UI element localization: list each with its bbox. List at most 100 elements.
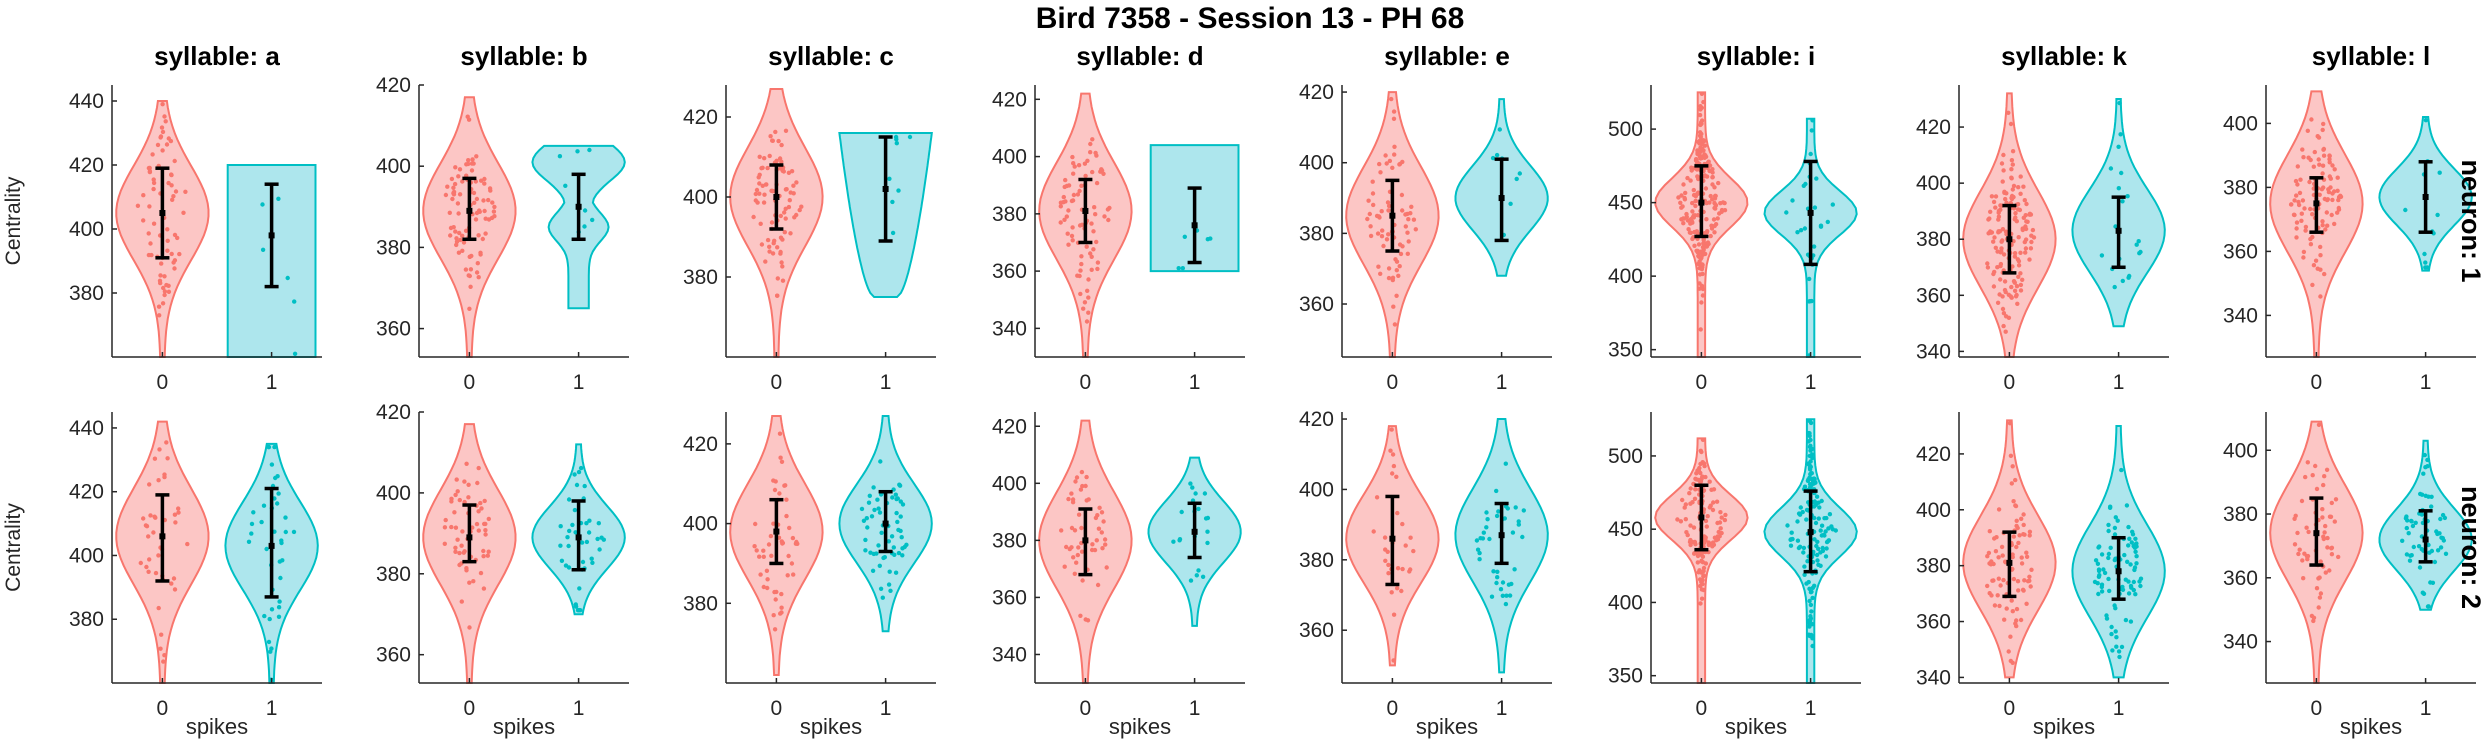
data-point — [2323, 523, 2328, 529]
data-point — [1370, 191, 1376, 196]
data-point — [1708, 233, 1713, 239]
data-point — [579, 540, 585, 545]
y-tick-label: 380 — [992, 529, 1027, 552]
data-point — [455, 201, 461, 206]
data-point — [1096, 526, 1102, 531]
x-tick-label: 1 — [573, 697, 585, 720]
data-point — [176, 506, 181, 511]
data-point — [486, 217, 492, 222]
data-point — [2001, 577, 2006, 583]
data-point — [2329, 500, 2334, 506]
data-point — [755, 200, 760, 205]
data-point — [1102, 537, 1108, 542]
data-point — [464, 461, 469, 466]
data-point — [1996, 555, 2001, 560]
data-point — [1081, 306, 1086, 311]
data-point — [2106, 551, 2112, 557]
data-point — [460, 248, 465, 253]
y-tick-label: 360 — [992, 586, 1027, 609]
data-point — [2012, 254, 2018, 259]
data-point — [1203, 516, 1209, 521]
data-point — [2329, 212, 2334, 218]
y-tick-label: 400 — [2223, 112, 2258, 135]
data-point — [2116, 144, 2121, 149]
data-point — [278, 575, 283, 581]
data-point — [751, 214, 756, 220]
data-point — [1701, 139, 1707, 144]
data-point — [156, 605, 161, 611]
data-point — [2022, 198, 2028, 203]
data-point — [1077, 273, 1082, 279]
data-point — [2320, 171, 2325, 176]
data-point — [2114, 635, 2119, 640]
data-point — [259, 519, 264, 525]
data-point — [1829, 524, 1834, 529]
data-point — [1085, 618, 1091, 623]
x-tick-label: 0 — [1387, 697, 1399, 720]
data-point — [2336, 197, 2341, 203]
data-point — [157, 447, 162, 452]
data-point — [1801, 550, 1806, 555]
y-tick-label: 380 — [992, 203, 1027, 226]
data-point — [165, 227, 170, 232]
data-point — [771, 521, 776, 526]
data-point — [1698, 552, 1704, 557]
y-tick-label: 420 — [376, 401, 411, 424]
data-point — [2313, 258, 2319, 263]
data-point — [1692, 551, 1697, 556]
y-tick-label: 420 — [376, 74, 411, 97]
data-point — [767, 249, 772, 254]
data-point — [2307, 179, 2312, 185]
data-point — [1391, 612, 1397, 617]
y-tick-label: 400 — [992, 146, 1027, 169]
data-point — [2096, 545, 2101, 550]
data-point — [1691, 187, 1697, 193]
data-point — [2420, 590, 2425, 595]
data-point — [761, 200, 767, 205]
data-point — [2008, 634, 2013, 639]
data-point — [468, 284, 473, 289]
data-point — [474, 154, 479, 159]
data-point — [1698, 134, 1704, 140]
data-point — [2138, 249, 2143, 255]
data-point — [457, 192, 463, 197]
data-point — [2294, 193, 2299, 198]
data-point — [1810, 118, 1815, 123]
data-point — [1699, 559, 1704, 564]
data-point — [2011, 183, 2017, 189]
data-point — [1095, 260, 1101, 265]
data-point — [1070, 154, 1075, 160]
data-point — [2311, 164, 2316, 169]
data-point — [2128, 562, 2133, 567]
x-tick-label: 1 — [2420, 371, 2432, 394]
data-point — [584, 521, 589, 526]
data-point — [1520, 534, 1525, 540]
panel-title: syllable: c — [768, 41, 894, 71]
data-point — [2017, 533, 2022, 538]
data-point — [1797, 512, 1803, 517]
data-point — [2011, 576, 2017, 582]
data-point — [164, 282, 169, 288]
data-point — [2123, 617, 2129, 623]
data-point — [2305, 128, 2310, 133]
data-point — [1701, 99, 1706, 105]
data-point — [771, 241, 776, 246]
data-point — [2006, 649, 2011, 654]
data-point — [2010, 609, 2016, 614]
data-point — [447, 210, 452, 215]
y-tick-label: 380 — [1916, 228, 1951, 251]
y-axis-label: Centrality — [2, 503, 25, 592]
data-point — [768, 533, 774, 539]
x-tick-label: 1 — [1189, 371, 1201, 394]
data-point — [761, 548, 766, 553]
data-point — [2112, 525, 2118, 531]
data-point — [1991, 578, 1996, 583]
data-point — [2099, 253, 2105, 258]
data-point — [2297, 190, 2303, 196]
data-point — [453, 492, 458, 498]
data-point — [785, 573, 790, 578]
data-point — [1710, 167, 1715, 172]
data-point — [276, 605, 282, 610]
data-point — [2013, 621, 2018, 626]
data-point — [1788, 543, 1794, 548]
